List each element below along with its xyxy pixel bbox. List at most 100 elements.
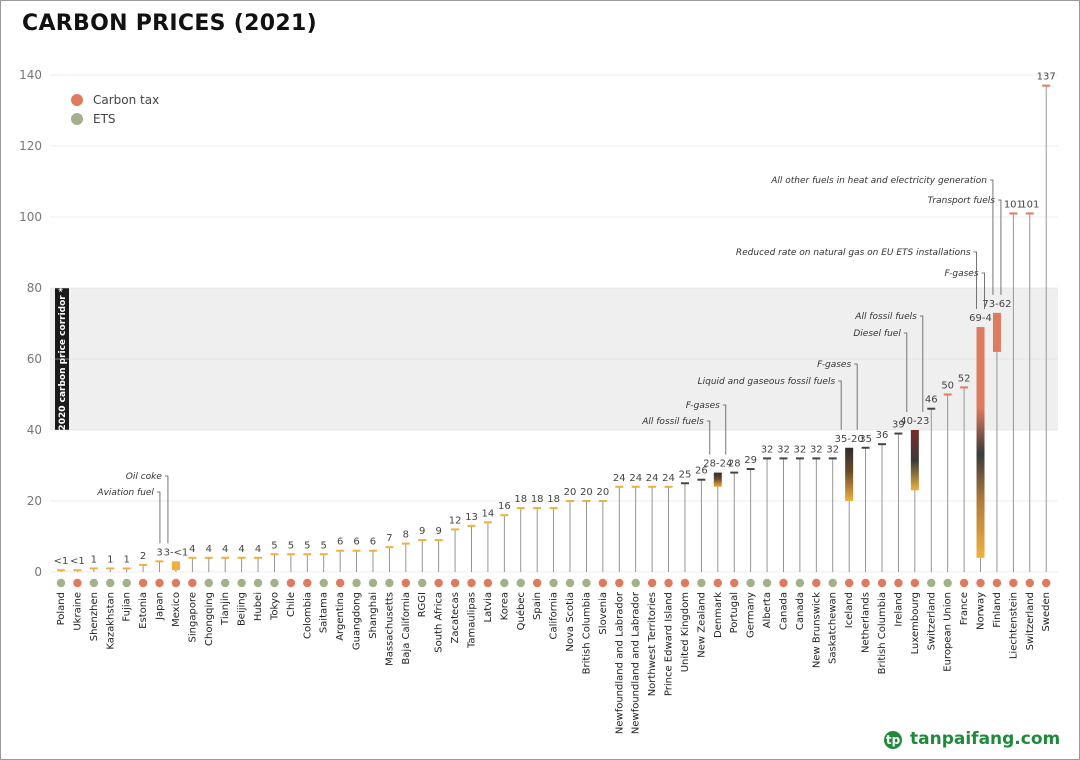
type-dot bbox=[106, 578, 115, 588]
annotation-text: Reduced rate on natural gas on EU ETS in… bbox=[736, 248, 971, 258]
annotation-text: Aviation fuel bbox=[96, 488, 154, 498]
chart-title: CARBON PRICES (2021) bbox=[22, 11, 317, 36]
type-dot bbox=[500, 578, 509, 588]
legend-dot bbox=[71, 113, 83, 125]
annotation-text: All fossil fuels bbox=[854, 312, 917, 322]
category-label: Ireland bbox=[893, 592, 904, 627]
type-dot bbox=[943, 578, 952, 588]
category-label: Beijing bbox=[237, 592, 248, 626]
annotation-text: All other fuels in heat and electricity … bbox=[770, 176, 987, 186]
category-label: Argentina bbox=[335, 592, 346, 641]
value-label: 6 bbox=[337, 537, 343, 548]
value-label: 32 bbox=[777, 444, 790, 455]
value-label: 69-4 bbox=[969, 313, 992, 324]
category-label: Netherlands bbox=[861, 592, 872, 653]
value-label: 16 bbox=[498, 501, 511, 512]
category-label: Québec bbox=[515, 592, 527, 630]
category-label: Tianjin bbox=[220, 592, 231, 626]
value-label: 28 bbox=[728, 459, 741, 470]
category-label: France bbox=[959, 592, 970, 625]
value-label: 14 bbox=[482, 508, 495, 519]
type-dot bbox=[664, 578, 673, 588]
category-label: Korea bbox=[499, 592, 510, 620]
type-dot bbox=[631, 578, 640, 588]
category-label: Fujian bbox=[122, 592, 133, 622]
category-label: Chongqing bbox=[204, 592, 215, 646]
value-label: 4 bbox=[255, 544, 261, 555]
category-label: Sweden bbox=[1041, 592, 1052, 632]
category-label: Portugal bbox=[729, 592, 740, 633]
value-label: 5 bbox=[321, 540, 327, 551]
annotation-text: Diesel fuel bbox=[853, 329, 901, 339]
value-label: 24 bbox=[629, 473, 642, 484]
value-label: 73-62 bbox=[982, 299, 1011, 310]
logo-icon: tp bbox=[884, 731, 902, 749]
category-label: Finland bbox=[992, 592, 1003, 628]
category-label: Tamaulipas bbox=[467, 592, 478, 649]
type-dot bbox=[959, 578, 969, 588]
annotation-text: F-gases bbox=[817, 360, 851, 370]
category-label: Colombia bbox=[302, 592, 313, 639]
type-dot bbox=[1042, 578, 1051, 588]
value-label: <1 bbox=[54, 556, 69, 567]
category-label: California bbox=[549, 592, 560, 640]
value-label: 46 bbox=[925, 395, 938, 406]
type-dot bbox=[828, 578, 837, 588]
type-dot bbox=[894, 578, 903, 588]
category-label: Massachusetts bbox=[384, 592, 395, 666]
category-label: Slovenia bbox=[598, 592, 609, 635]
type-dot bbox=[171, 578, 181, 588]
annotation-leader bbox=[156, 491, 161, 544]
y-tick-label: 60 bbox=[27, 352, 42, 366]
value-label: 1 bbox=[107, 554, 113, 565]
type-dot bbox=[122, 578, 131, 588]
value-label: 29 bbox=[744, 455, 757, 466]
type-dot bbox=[861, 578, 870, 588]
value-label: 25 bbox=[679, 469, 692, 480]
value-label: 39 bbox=[892, 420, 905, 431]
category-label: Nova Scotia bbox=[565, 592, 576, 652]
bar-range bbox=[845, 447, 854, 501]
type-dot bbox=[1025, 578, 1034, 588]
value-label: 28-24 bbox=[703, 459, 732, 470]
value-label: 52 bbox=[958, 373, 971, 384]
legend-dot bbox=[71, 94, 83, 106]
type-dot bbox=[56, 578, 66, 588]
y-tick-label: 20 bbox=[27, 494, 42, 508]
category-label: Mexico bbox=[171, 592, 182, 627]
category-label: Shanghai bbox=[368, 592, 379, 639]
value-label: 13 bbox=[465, 512, 478, 523]
value-label: 24 bbox=[646, 473, 659, 484]
annotation-text: All fossil fuels bbox=[641, 417, 704, 427]
type-dot bbox=[303, 578, 312, 588]
value-label: 4 bbox=[206, 544, 212, 555]
category-label: Alberta bbox=[762, 592, 773, 628]
category-label: British Columbia bbox=[877, 592, 888, 674]
category-label: Tokyo bbox=[269, 592, 280, 621]
annotation-text: Liquid and gaseous fossil fuels bbox=[698, 377, 836, 387]
category-label: Kazakhstan bbox=[105, 592, 116, 650]
category-label: Switzerland bbox=[1025, 592, 1036, 650]
value-label: 5 bbox=[288, 540, 294, 551]
value-label: 26 bbox=[695, 466, 708, 477]
category-label: Baja California bbox=[401, 592, 412, 665]
value-label: 32 bbox=[826, 444, 839, 455]
type-dot bbox=[385, 578, 394, 588]
category-label: Norway bbox=[976, 592, 987, 630]
value-label: 20 bbox=[580, 487, 593, 498]
category-label: Ukraine bbox=[72, 592, 83, 631]
type-dot bbox=[549, 578, 558, 588]
type-dot bbox=[401, 578, 411, 588]
type-dot bbox=[680, 578, 690, 588]
type-dot bbox=[516, 578, 525, 588]
type-dot bbox=[877, 578, 887, 588]
legend-label: Carbon tax bbox=[93, 93, 159, 107]
type-dot bbox=[992, 578, 1002, 588]
annotation-leader bbox=[903, 332, 908, 412]
value-label: 36 bbox=[876, 430, 889, 441]
value-label: 3-<1 bbox=[164, 547, 189, 558]
type-dot bbox=[237, 578, 246, 588]
type-dot bbox=[795, 578, 805, 588]
category-label: Luxembourg bbox=[910, 592, 921, 654]
